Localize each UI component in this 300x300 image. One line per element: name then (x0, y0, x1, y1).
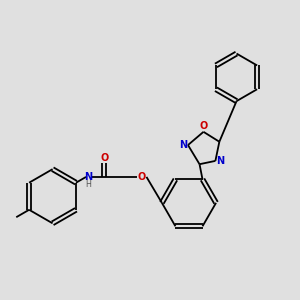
Text: N: N (178, 140, 187, 150)
Text: O: O (200, 121, 208, 131)
Text: O: O (100, 153, 108, 163)
Text: O: O (138, 172, 146, 182)
Text: H: H (85, 180, 91, 189)
Text: N: N (84, 172, 92, 182)
Text: N: N (217, 156, 225, 166)
